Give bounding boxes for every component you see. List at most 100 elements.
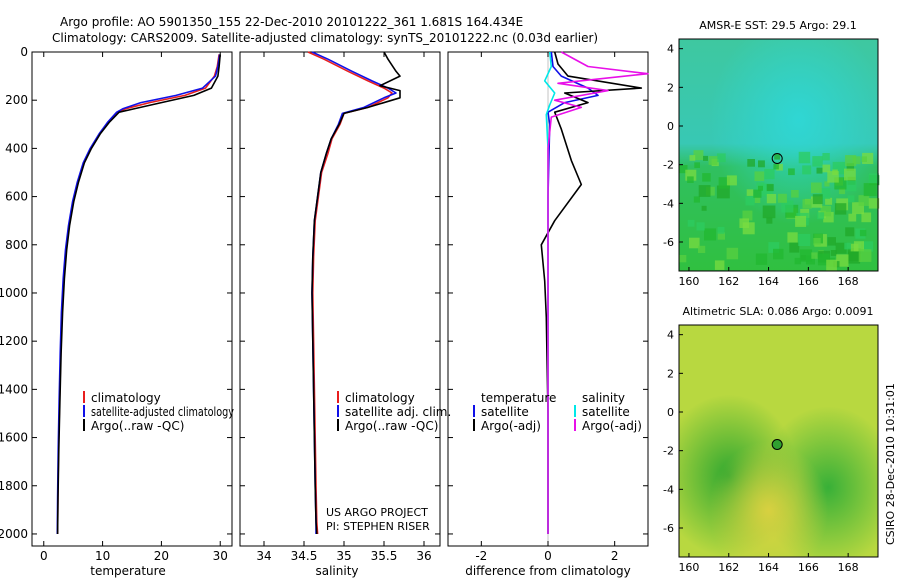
sst-texture-cell — [827, 237, 836, 246]
depth-tick-label-4: 800 — [5, 238, 28, 252]
sst-texture-cell — [852, 156, 861, 165]
sst-texture-cell — [685, 169, 697, 181]
sst-texture-cell — [689, 155, 696, 161]
sst-texture-cell — [791, 190, 799, 198]
sst-texture-cell — [822, 164, 831, 173]
sst-texture-cell — [845, 227, 855, 237]
salinity-panel: 34 34.5 35 35.5 36 salinity climatology sate… — [239, 51, 451, 578]
sst_map-ytick-label-5: -6 — [663, 236, 674, 249]
sst-texture-cell — [812, 156, 823, 167]
sst-texture-cell — [861, 156, 867, 162]
sla_map-xtick-label-2: 164 — [758, 561, 779, 574]
sst-texture-cell — [762, 205, 776, 219]
sst_map-ytick-label-1: 2 — [667, 81, 674, 94]
sla_map-xtick-label-4: 168 — [838, 561, 859, 574]
sst-texture-cell — [687, 176, 694, 183]
sst-texture-cell — [742, 222, 755, 235]
depth-tick-label-6: 1200 — [0, 334, 28, 348]
sst-texture-cell — [679, 255, 687, 263]
sst_map-xtick-label-2: 164 — [758, 275, 779, 288]
sst-texture-cell — [687, 219, 695, 227]
sst-texture-cell — [795, 215, 807, 227]
sst-texture-cell — [787, 232, 798, 243]
salinity-series-2 — [311, 51, 401, 535]
sst-texture-cell — [826, 259, 837, 271]
sst_map-xtick-label-0: 160 — [678, 275, 699, 288]
sst-texture-cell — [698, 185, 711, 197]
sst-texture-cell — [758, 185, 763, 191]
sst_map-xtick-label-3: 166 — [798, 275, 819, 288]
difference-xtick-label-1: 0 — [544, 549, 552, 563]
salinity-frame — [239, 51, 441, 547]
sst-texture-cell — [679, 165, 688, 174]
sst-map-texture — [679, 150, 880, 271]
legend-label-satellite-adjusted: satellite-adjusted climatology — [91, 405, 234, 419]
sst-texture-cell — [861, 212, 872, 223]
sst-map-title: AMSR-E SST: 29.5 Argo: 29.1 — [699, 19, 857, 32]
figure-title-line1: Argo profile: AO 5901350_155 22-Dec-2010… — [60, 15, 523, 29]
sst-texture-cell — [858, 249, 872, 262]
sst-texture-cell — [852, 202, 864, 215]
sst-texture-cell — [817, 212, 825, 220]
sst-texture-cell — [789, 242, 800, 253]
sst-texture-cell — [868, 198, 880, 209]
sst-texture-cell — [844, 242, 851, 250]
sst-texture-cell — [824, 181, 830, 187]
salinity-xtick-label-3: 35.5 — [371, 549, 398, 563]
legend-label-diff-s-satellite: satellite — [582, 405, 630, 419]
sst-texture-cell — [850, 243, 859, 252]
sst-texture-cell — [858, 195, 870, 206]
temperature-frame — [31, 51, 233, 547]
figure-title-line2: Climatology: CARS2009. Satellite-adjuste… — [52, 31, 598, 45]
sst-texture-cell — [718, 177, 730, 189]
depth-tick-label-5: 1000 — [0, 286, 28, 300]
sst-texture-cell — [788, 168, 795, 176]
sst-texture-cell — [694, 162, 700, 168]
sst-texture-cell — [812, 194, 823, 205]
sst-texture-cell — [702, 173, 711, 182]
sst-texture-cell — [863, 183, 877, 197]
temperature-xtick-label-1: 10 — [95, 549, 110, 563]
sla_map-xtick-label-0: 160 — [678, 561, 699, 574]
side-timestamp: CSIRO 28-Dec-2010 10:31:01 — [884, 383, 897, 545]
depth-tick-label-10: 2000 — [0, 527, 28, 541]
temperature-series-2 — [56, 54, 221, 535]
depth-tick-label-0: 0 — [20, 45, 28, 59]
sst-texture-cell — [693, 196, 700, 203]
difference-xtick-label-0: -2 — [475, 549, 487, 563]
legend-label-sal-satellite: satellite adj. clim. — [345, 405, 451, 419]
depth-tick-label-8: 1600 — [0, 431, 28, 445]
sst-texture-cell — [689, 237, 700, 249]
sst-texture-cell — [794, 257, 802, 265]
sst-texture-cell — [846, 163, 855, 171]
depth-tick-label-7: 1400 — [0, 382, 28, 396]
temperature-series-0 — [56, 54, 220, 535]
sst-texture-cell — [811, 182, 822, 194]
sst-texture-cell — [701, 205, 707, 211]
legend-label-climatology: climatology — [91, 391, 161, 405]
temperature-xtick-label-3: 30 — [213, 549, 228, 563]
sst-texture-cell — [835, 242, 847, 254]
sst_map-frame — [678, 38, 879, 272]
sst-texture-cell — [717, 232, 725, 240]
sst-texture-cell — [853, 241, 864, 252]
float-position-marker — [771, 438, 783, 450]
sst-texture-cell — [819, 188, 831, 199]
legend-label-sal-climatology: climatology — [345, 391, 415, 405]
sst-texture-cell — [753, 189, 762, 198]
difference-legend: temperature satellite Argo(-adj) salinit… — [473, 391, 642, 433]
sst-texture-cell — [714, 260, 725, 270]
difference-series-3 — [547, 51, 649, 534]
credit-pi: PI: STEPHEN RISER — [326, 520, 430, 533]
sst-texture-cell — [754, 171, 765, 182]
depth-tick-label-1: 200 — [5, 93, 28, 107]
sla-map-title: Altimetric SLA: 0.086 Argo: 0.0091 — [682, 305, 873, 318]
legend-label-diff-t-argo: Argo(-adj) — [481, 419, 541, 433]
sst_map-ytick-label-3: -2 — [663, 159, 674, 172]
difference-xlabel: difference from climatology — [465, 564, 631, 578]
salinity-series-0 — [307, 51, 393, 535]
sla_map-ytick-label-3: -2 — [663, 445, 674, 458]
sst-texture-cell — [845, 155, 857, 167]
sla_map-xtick-label-3: 166 — [798, 561, 819, 574]
legend-heading-salinity: salinity — [582, 391, 625, 405]
